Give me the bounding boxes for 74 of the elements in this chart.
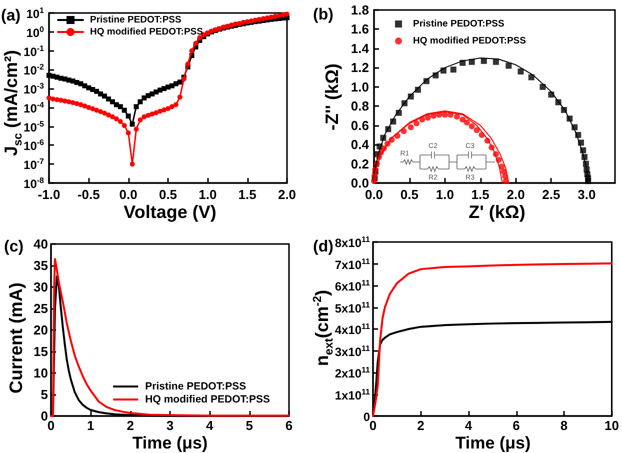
x-tick-label: 10	[604, 418, 620, 433]
x-tick-label: -0.5	[77, 187, 100, 202]
y-tick-label: 0.2	[350, 156, 369, 172]
y-tick-label: 5x10$^{11}$	[334, 300, 371, 316]
legend-label: HQ modified PEDOT:PSS	[413, 36, 526, 46]
chart-title: (b)	[313, 6, 334, 24]
legend-label: Pristine PEDOT:PSS	[413, 18, 504, 30]
y-tick-label: 20	[34, 322, 48, 338]
y-tick-label: 10$^{-1}$	[24, 44, 45, 59]
x-tick-label: 6	[512, 418, 520, 433]
y-tick-label: 4x10$^{11}$	[334, 322, 371, 337]
legend-label: HQ modified PEDOT:PSS	[90, 26, 203, 38]
x-tick-label: 3.0	[578, 187, 596, 202]
y-tick-label: 5	[40, 387, 48, 402]
x-axis-title: Time (μs)	[455, 434, 531, 452]
y-tick-label: 1.8	[350, 2, 369, 18]
x-tick-label: 1.0	[436, 187, 454, 202]
y-tick-label: 10$^{-5}$	[24, 119, 45, 134]
x-tick-label: 0.0	[119, 187, 138, 202]
y-tick-label: 10$^{-3}$	[24, 81, 45, 97]
y-tick-label: 10$^{-4}$	[24, 100, 45, 116]
y-tick-label: 25	[34, 301, 48, 316]
y-tick-label: 10$^{-7}$	[24, 157, 45, 172]
y-tick-label: 10$^{-2}$	[24, 62, 45, 78]
x-tick-label: 8	[560, 418, 568, 433]
y-tick-label: 0	[40, 408, 48, 424]
y-tick-label: 10$^{-6}$	[24, 138, 45, 154]
y-tick-label: 2x10$^{11}$	[334, 365, 371, 380]
legend-label: Pristine PEDOT:PSS	[145, 380, 246, 392]
x-tick-label: 1.5	[471, 187, 490, 202]
y-tick-label: 15	[34, 344, 48, 359]
y-axis-title: -Z'' (kΩ)	[322, 64, 342, 130]
y-tick-label: 1.2	[350, 60, 369, 76]
x-tick-label: 2.0	[506, 187, 525, 202]
x-tick-label: 1.5	[238, 187, 256, 202]
x-tick-label: 1	[87, 418, 94, 433]
y-tick-label: 0.4	[350, 137, 370, 152]
y-tick-label: 1x10$^{11}$	[334, 387, 371, 402]
legend-label: Pristine PEDOT:PSS	[90, 14, 182, 26]
x-tick-label: 2.0	[278, 187, 296, 202]
y-tick-label: 7x10$^{11}$	[334, 256, 371, 272]
x-tick-label: 3	[166, 418, 174, 433]
x-tick-label: 5	[246, 418, 253, 433]
chart-title: (a)	[1, 8, 21, 24]
y-tick-label: 10	[34, 366, 48, 380]
x-tick-label: 4	[464, 418, 473, 433]
y-tick-label: 35	[34, 258, 48, 273]
legend-label: HQ modified PEDOT:PSS	[145, 394, 270, 406]
y-tick-label: 1.0	[350, 79, 369, 94]
y-tick-label: 3x10$^{11}$	[334, 344, 371, 359]
x-axis-title: Z' (kΩ)	[468, 202, 526, 222]
x-tick-label: 0.5	[400, 187, 418, 202]
chart-title: (c)	[4, 238, 24, 256]
y-tick-label: 10$^{0}$	[26, 24, 45, 40]
y-tick-label: 10$^{1}$	[26, 6, 45, 21]
y-tick-label: 0.8	[350, 98, 369, 114]
y-tick-label: 0.6	[350, 118, 369, 133]
y-tick-label: 8x10$^{11}$	[334, 234, 371, 250]
x-axis-title: Time (μs)	[132, 434, 208, 452]
y-tick-label: 1.6	[350, 22, 369, 37]
y-tick-label: 6x10$^{11}$	[334, 278, 371, 294]
y-axis-title: Current (mA)	[6, 282, 26, 394]
chart-title: (d)	[313, 238, 334, 256]
x-tick-label: 2.5	[542, 187, 560, 202]
y-tick-label: 1.4	[350, 40, 370, 56]
x-axis-title: Voltage (V)	[124, 202, 216, 222]
x-tick-label: 2	[126, 418, 134, 433]
y-tick-label: 40	[34, 236, 48, 252]
x-tick-label: 0.5	[158, 187, 178, 202]
x-tick-label: 6	[285, 418, 293, 433]
x-tick-label: 4	[206, 418, 214, 433]
x-tick-label: 1.0	[198, 187, 217, 202]
y-tick-label: 30	[34, 280, 48, 294]
x-tick-label: 2	[417, 418, 424, 433]
